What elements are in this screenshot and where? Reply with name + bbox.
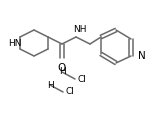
Text: HN: HN	[8, 38, 22, 47]
Text: H: H	[47, 81, 53, 90]
Text: H: H	[59, 67, 65, 76]
Text: NH: NH	[73, 25, 87, 34]
Text: Cl: Cl	[78, 75, 87, 83]
Text: Cl: Cl	[66, 88, 75, 97]
Text: O: O	[58, 63, 66, 73]
Text: N: N	[138, 51, 146, 61]
